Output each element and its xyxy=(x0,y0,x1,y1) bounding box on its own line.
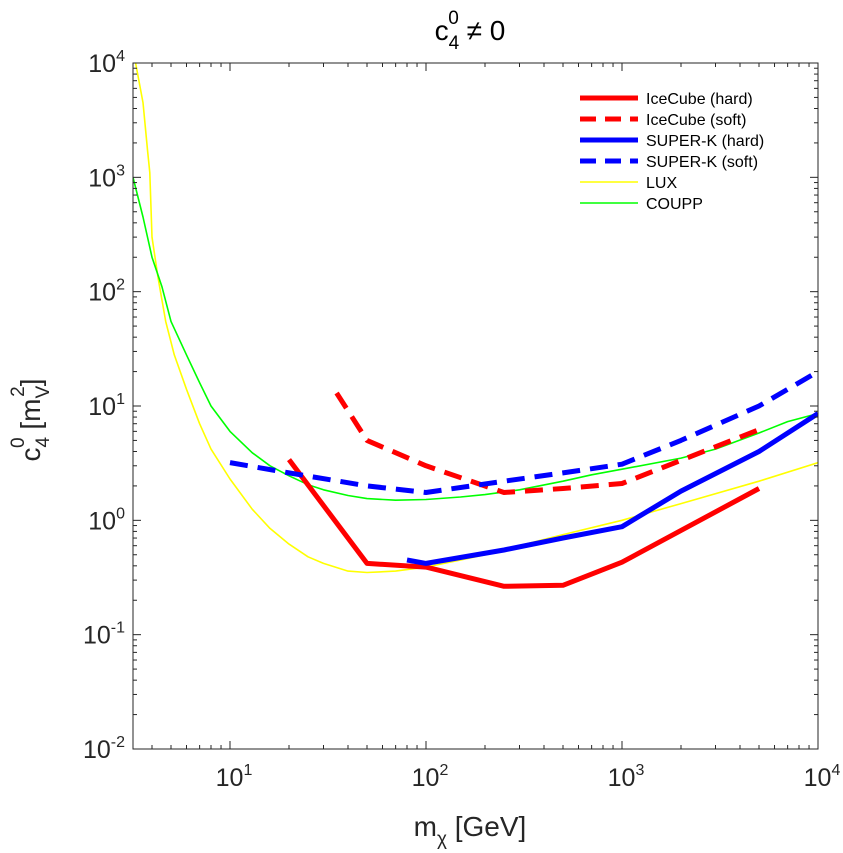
y-tick-label: 10-2 xyxy=(83,734,125,764)
legend: IceCube (hard) IceCube (soft) SUPER-K (har… xyxy=(580,91,764,213)
y-axis-title: c40 [mV2] xyxy=(8,378,54,461)
legend-label-lux: LUX xyxy=(646,175,677,192)
x-tick-label: 101 xyxy=(216,762,253,792)
legend-label-super-k-hard: SUPER-K (hard) xyxy=(646,133,764,150)
legend-label-super-k-soft: SUPER-K (soft) xyxy=(646,154,758,171)
tick-layer: 101 102 103 104 10-2 10-1 100 101 102 103 104 xyxy=(83,48,841,792)
legend-label-coupp: COUPP xyxy=(646,196,703,213)
y-tick-label: 100 xyxy=(88,505,125,535)
y-tick-label: 103 xyxy=(88,162,125,192)
x-axis-title: mχ [GeV] xyxy=(414,811,527,850)
y-tick-label: 102 xyxy=(88,277,125,307)
series-layer xyxy=(133,63,818,589)
legend-label-icecube-soft: IceCube (soft) xyxy=(646,112,746,129)
y-tick-label: 104 xyxy=(88,48,125,78)
x-tick-label: 102 xyxy=(412,762,449,792)
series-line-coupp xyxy=(133,177,818,502)
series-line-icecube-soft xyxy=(334,391,760,495)
x-tick-label: 104 xyxy=(804,762,841,792)
x-tick-label: 103 xyxy=(608,762,645,792)
series-line-super-k-soft xyxy=(229,369,818,495)
series-line-icecube-hard xyxy=(287,458,761,589)
y-tick-label: 10-1 xyxy=(83,620,125,650)
chart-title: c40 ≠ 0 xyxy=(435,8,506,54)
series-line-super-k-hard xyxy=(406,411,818,566)
legend-label-icecube-hard: IceCube (hard) xyxy=(646,91,753,108)
y-tick-label: 101 xyxy=(88,391,125,421)
